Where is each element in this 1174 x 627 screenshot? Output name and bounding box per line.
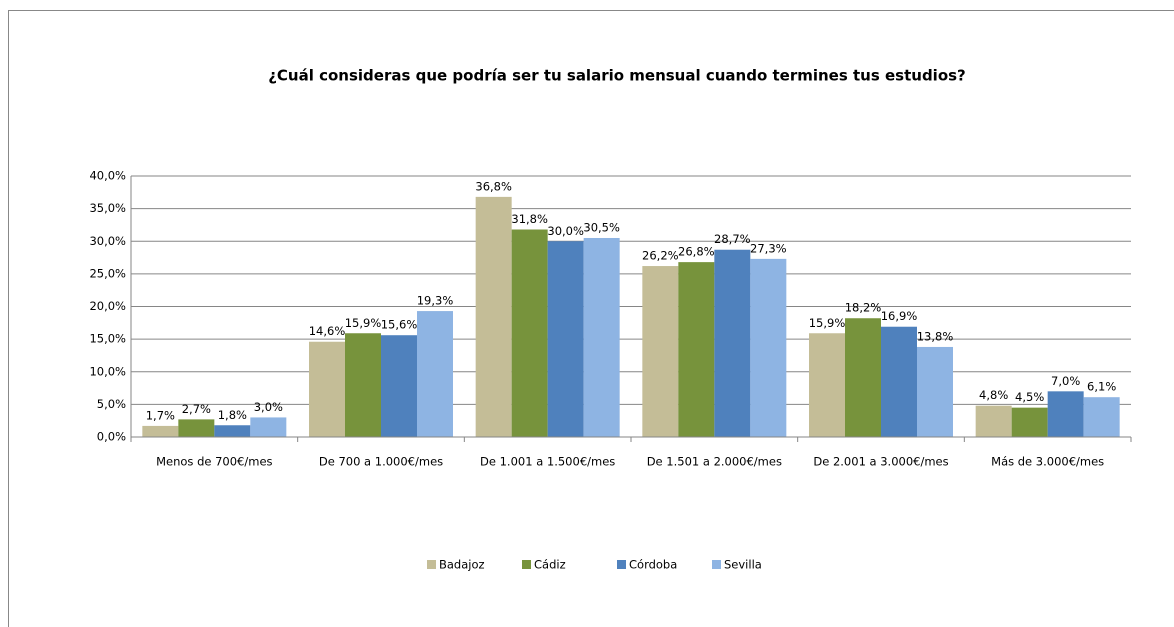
value-label: 15,6% xyxy=(381,318,418,332)
value-label: 26,2% xyxy=(642,249,679,263)
bar xyxy=(1011,407,1048,437)
legend-label: Cádiz xyxy=(534,558,566,572)
legend-swatch xyxy=(522,560,531,569)
bar xyxy=(250,417,287,437)
value-label: 16,9% xyxy=(881,309,918,323)
bar xyxy=(714,249,751,437)
bar xyxy=(881,326,917,437)
bar xyxy=(475,196,512,437)
bar xyxy=(1047,391,1084,437)
legend-label: Sevilla xyxy=(724,558,762,572)
bar xyxy=(1083,397,1120,437)
bar xyxy=(309,341,345,437)
x-tick-label: De 2.001 a 3.000€/mes xyxy=(813,455,948,469)
value-label: 28,7% xyxy=(714,232,751,246)
bar xyxy=(381,335,417,437)
value-label: 15,9% xyxy=(809,316,846,330)
value-label: 27,3% xyxy=(750,241,787,255)
value-label: 30,5% xyxy=(583,220,620,234)
x-tick-label: Menos de 700€/mes xyxy=(156,455,272,469)
legend-label: Badajoz xyxy=(439,558,485,572)
value-label: 2,7% xyxy=(182,402,211,416)
value-label: 26,8% xyxy=(678,245,715,259)
bar xyxy=(975,405,1012,437)
value-label: 31,8% xyxy=(511,212,548,226)
legend-swatch xyxy=(617,560,626,569)
value-label: 4,8% xyxy=(979,388,1008,402)
value-label: 36,8% xyxy=(475,179,512,193)
bar xyxy=(511,229,548,437)
x-tick-label: De 1.501 a 2.000€/mes xyxy=(647,455,782,469)
value-label: 7,0% xyxy=(1051,374,1080,388)
bar xyxy=(345,333,381,437)
bar xyxy=(547,241,584,437)
y-tick-label: 5,0% xyxy=(97,397,126,411)
y-tick-label: 15,0% xyxy=(89,332,126,346)
y-tick-label: 25,0% xyxy=(89,266,126,280)
chart-title: ¿Cuál consideras que podría ser tu salar… xyxy=(268,67,966,85)
value-label: 3,0% xyxy=(254,400,283,414)
y-tick-label: 30,0% xyxy=(89,234,126,248)
bar xyxy=(809,333,845,437)
y-tick-label: 0,0% xyxy=(97,430,126,444)
value-label: 19,3% xyxy=(417,294,454,308)
value-label: 15,9% xyxy=(345,316,382,330)
x-tick-label: Más de 3.000€/mes xyxy=(991,455,1104,469)
x-tick-label: De 1.001 a 1.500€/mes xyxy=(480,455,615,469)
y-tick-label: 40,0% xyxy=(89,169,126,183)
value-label: 14,6% xyxy=(309,324,346,338)
bar xyxy=(917,346,953,437)
bar xyxy=(750,258,787,437)
value-label: 6,1% xyxy=(1087,380,1116,394)
bar xyxy=(845,318,881,437)
legend-swatch xyxy=(427,560,436,569)
value-label: 1,8% xyxy=(218,408,247,422)
y-tick-label: 10,0% xyxy=(89,364,126,378)
value-label: 30,0% xyxy=(547,224,584,238)
y-tick-label: 20,0% xyxy=(89,299,126,313)
value-label: 1,7% xyxy=(146,408,175,422)
legend-swatch xyxy=(712,560,721,569)
bar xyxy=(214,425,251,437)
legend-label: Córdoba xyxy=(629,558,677,572)
value-label: 18,2% xyxy=(845,301,882,315)
x-tick-label: De 700 a 1.000€/mes xyxy=(319,455,443,469)
bar xyxy=(642,266,679,437)
bar xyxy=(583,237,620,437)
y-tick-label: 35,0% xyxy=(89,201,126,215)
value-label: 13,8% xyxy=(917,329,954,343)
bar xyxy=(142,425,179,437)
bar xyxy=(178,419,215,437)
bar xyxy=(417,311,453,437)
value-label: 4,5% xyxy=(1015,390,1044,404)
bar xyxy=(678,262,715,437)
